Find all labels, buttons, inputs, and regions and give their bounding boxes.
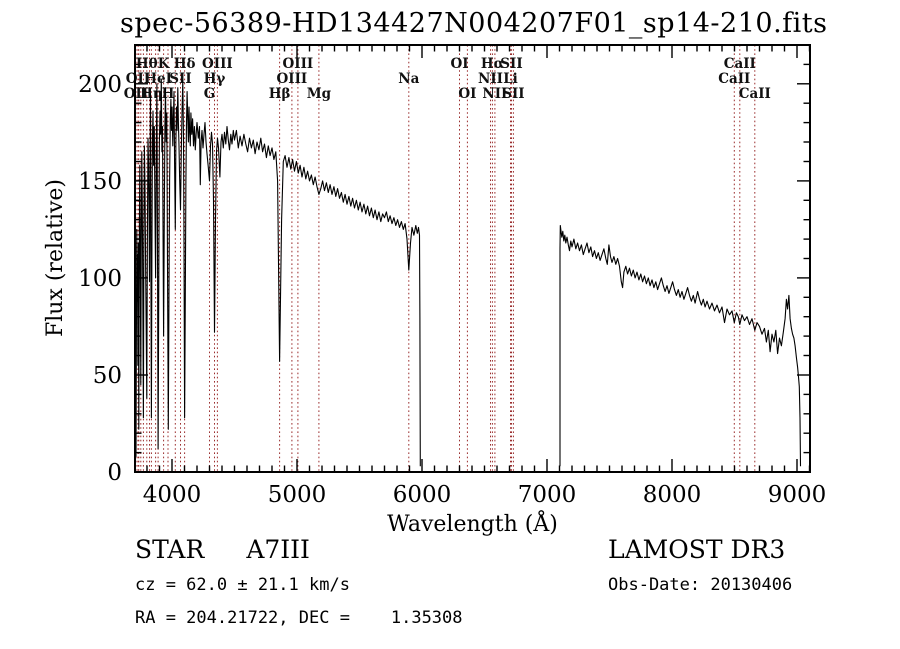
- y-tick-label: 150: [78, 169, 122, 195]
- ra-dec-value: RA = 204.21722, DEC = 1.35308: [135, 608, 463, 628]
- line-label: CaII: [739, 86, 771, 102]
- axis-ticks: [135, 44, 811, 473]
- obs-date: Obs-Date: 20130406: [608, 575, 793, 595]
- line-label: G: [204, 86, 216, 102]
- line-label: SII: [169, 71, 191, 87]
- x-tick-label: 5000: [268, 482, 327, 508]
- spectrum-trace-red-arm: [559, 224, 802, 467]
- line-label: K: [158, 56, 171, 72]
- y-tick-label: 200: [78, 72, 122, 98]
- classification-line: STAR A7III: [135, 535, 310, 564]
- line-label: Mg: [307, 86, 332, 102]
- line-label: H: [162, 86, 175, 102]
- line-label: SII: [502, 86, 524, 102]
- line-label: SII: [500, 56, 522, 72]
- line-label: NII: [478, 71, 503, 87]
- object-category: STAR: [135, 535, 205, 564]
- line-label: Hα: [481, 56, 505, 72]
- line-label: CaII: [718, 71, 750, 87]
- x-tick-label: 8000: [643, 482, 702, 508]
- x-tick-label: 9000: [768, 482, 827, 508]
- y-tick-label: 0: [107, 460, 122, 486]
- line-label: CaII: [724, 56, 756, 72]
- line-label: Hγ: [204, 71, 226, 87]
- cz-value: cz = 62.0 ± 21.1 km/s: [135, 575, 350, 595]
- line-label: Na: [398, 71, 419, 87]
- x-tick-label: 6000: [393, 482, 452, 508]
- line-label: OI: [458, 86, 476, 102]
- line-label: OII: [126, 71, 150, 87]
- line-label: Hβ: [269, 86, 291, 102]
- line-label: Hδ: [174, 56, 196, 72]
- line-label: OIII: [202, 56, 233, 72]
- x-tick-labels: 4000 5000 6000 7000 8000 9000: [143, 482, 827, 508]
- spectral-line-markers: [135, 45, 756, 472]
- y-tick-label: 100: [78, 266, 122, 292]
- object-subclass: A7III: [246, 535, 310, 564]
- line-label: OI: [450, 56, 468, 72]
- line-label: OIII: [277, 71, 308, 87]
- line-label: Li: [503, 71, 518, 87]
- plot-frame: [134, 44, 811, 473]
- line-label: HeI: [144, 71, 172, 87]
- x-axis-label: Wavelength (Å): [387, 509, 558, 537]
- survey-label: LAMOST DR3: [608, 535, 786, 564]
- x-tick-label: 4000: [143, 482, 202, 508]
- plot-title: spec-56389-HD134427N004207F01_sp14-210.f…: [120, 8, 828, 39]
- y-tick-labels: 0 50 100 150 200: [78, 72, 122, 486]
- line-label: Hθ: [136, 56, 158, 72]
- line-label: NII: [482, 86, 507, 102]
- spectrum-trace-blue-arm: [134, 79, 421, 467]
- y-tick-label: 50: [93, 363, 122, 389]
- line-label: OIII: [283, 56, 314, 72]
- line-label: Hη: [140, 86, 163, 102]
- y-axis-label: Flux (relative): [43, 179, 68, 337]
- x-tick-label: 7000: [518, 482, 577, 508]
